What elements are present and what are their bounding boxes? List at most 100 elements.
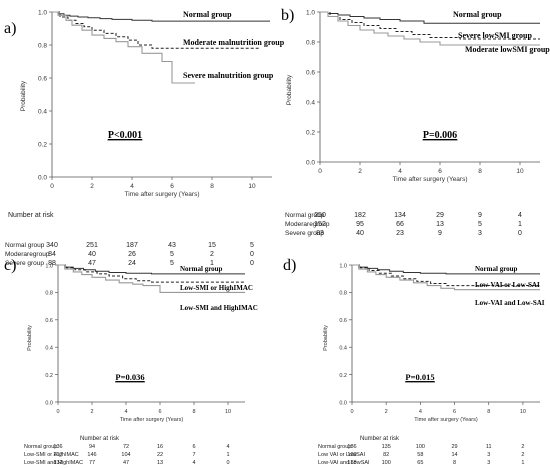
risk-value: 3 [478,230,482,237]
risk-value: 5 [170,251,174,258]
risk-row-label: Normal group [5,242,45,249]
risk-value: 187 [126,242,138,249]
risk-value: 2 [521,444,524,450]
y-tick-label: 0.6 [38,75,47,82]
x-tick-label: 0 [50,183,54,190]
risk-value: 132 [53,460,62,466]
y-tick-label: 0.8 [45,291,53,297]
curve-2 [52,11,260,49]
y-tick-label: 0.8 [339,291,347,297]
x-tick-label: 8 [478,168,482,175]
curve-3 [52,11,195,84]
group-label-1: Normal group [183,10,232,19]
group-label-3: Moderate lowSMI group [465,45,550,54]
group-label-3: Severe malnutrition group [183,71,274,80]
risk-value: 26 [128,251,136,258]
risk-value: 66 [396,221,404,228]
risk-value: 9 [438,230,442,237]
risk-value: 3 [487,452,490,458]
panel-label: b) [281,7,294,24]
y-tick-label: 0.8 [38,42,47,49]
x-tick-label: 4 [419,409,422,415]
risk-value: 11 [486,444,492,450]
x-tick-label: 6 [170,183,174,190]
risk-value: 5 [250,242,254,249]
x-tick-label: 10 [248,183,256,190]
risk-value: 188 [347,460,356,466]
x-tick-label: 6 [438,168,442,175]
p-value: P=0.006 [423,130,457,141]
x-tick-label: 2 [385,409,388,415]
y-axis-label: Probability [27,325,33,351]
risk-title: Number at risk [80,436,120,442]
x-tick-label: 2 [90,183,94,190]
risk-value: 88 [48,260,56,267]
risk-value: 100 [382,460,391,466]
risk-row-label: Severe group [285,230,324,237]
y-tick-label: 1.0 [45,263,53,269]
risk-value: 16 [157,444,163,450]
curve-1 [320,11,540,24]
curve-2 [320,11,540,40]
risk-value: 135 [382,444,391,450]
risk-value: 109 [347,452,356,458]
risk-value: 47 [123,460,129,466]
risk-value: 182 [354,212,366,219]
x-tick-label: 2 [90,409,93,415]
risk-value: 217 [53,452,62,458]
risk-value: 4 [192,460,195,466]
x-tick-label: 4 [130,183,134,190]
risk-row-label: Low-SMI and HighIMAC [24,460,83,466]
x-tick-label: 2 [358,168,362,175]
risk-value: 13 [157,460,163,466]
risk-value: 94 [89,444,95,450]
risk-value: 104 [121,452,130,458]
group-label-2: Moderate malnutrition group [183,38,285,47]
x-tick-label: 0 [350,409,353,415]
x-tick-label: 6 [158,409,161,415]
risk-row-label: Moderaregroup [5,251,50,258]
y-tick-label: 0.2 [306,129,315,136]
group-label-3: Low-SMI and HighIMAC [180,304,258,312]
risk-value: 82 [383,452,389,458]
group-label-1: Normal group [453,10,502,19]
x-tick-label: 6 [453,409,456,415]
y-tick-label: 0.6 [339,318,347,324]
risk-value: 84 [48,251,56,258]
curve-3 [320,11,540,46]
x-tick-label: 0 [318,168,322,175]
risk-value: 8 [453,460,456,466]
curve-3 [352,264,540,291]
risk-title: Number at risk [8,212,54,219]
panel-label: d) [283,257,296,274]
group-label-1: Normal group [475,265,518,273]
risk-value: 4 [518,212,522,219]
risk-value: 40 [88,251,96,258]
risk-value: 0 [226,460,229,466]
risk-value: 65 [417,460,423,466]
risk-value: 1 [521,460,524,466]
panel-label: c) [4,257,16,274]
risk-value: 251 [86,242,98,249]
y-tick-label: 0.0 [45,400,53,406]
risk-value: 14 [451,452,457,458]
risk-value: 152 [314,221,326,228]
x-axis-label: Time after surgery (Years) [120,417,184,423]
risk-value: 340 [46,242,58,249]
risk-value: 2 [210,251,214,258]
curve-1 [58,264,245,275]
risk-value: 58 [417,452,423,458]
risk-row-label: Low-VAI and LowSAI [318,460,370,466]
x-tick-label: 8 [210,183,214,190]
risk-value: 186 [347,444,356,450]
risk-value: 72 [123,444,129,450]
x-tick-label: 4 [398,168,402,175]
y-axis-label: Probability [20,80,27,111]
risk-value: 15 [208,242,216,249]
y-tick-label: 0.4 [45,346,53,352]
curve-2 [352,264,540,287]
risk-value: 6 [192,444,195,450]
